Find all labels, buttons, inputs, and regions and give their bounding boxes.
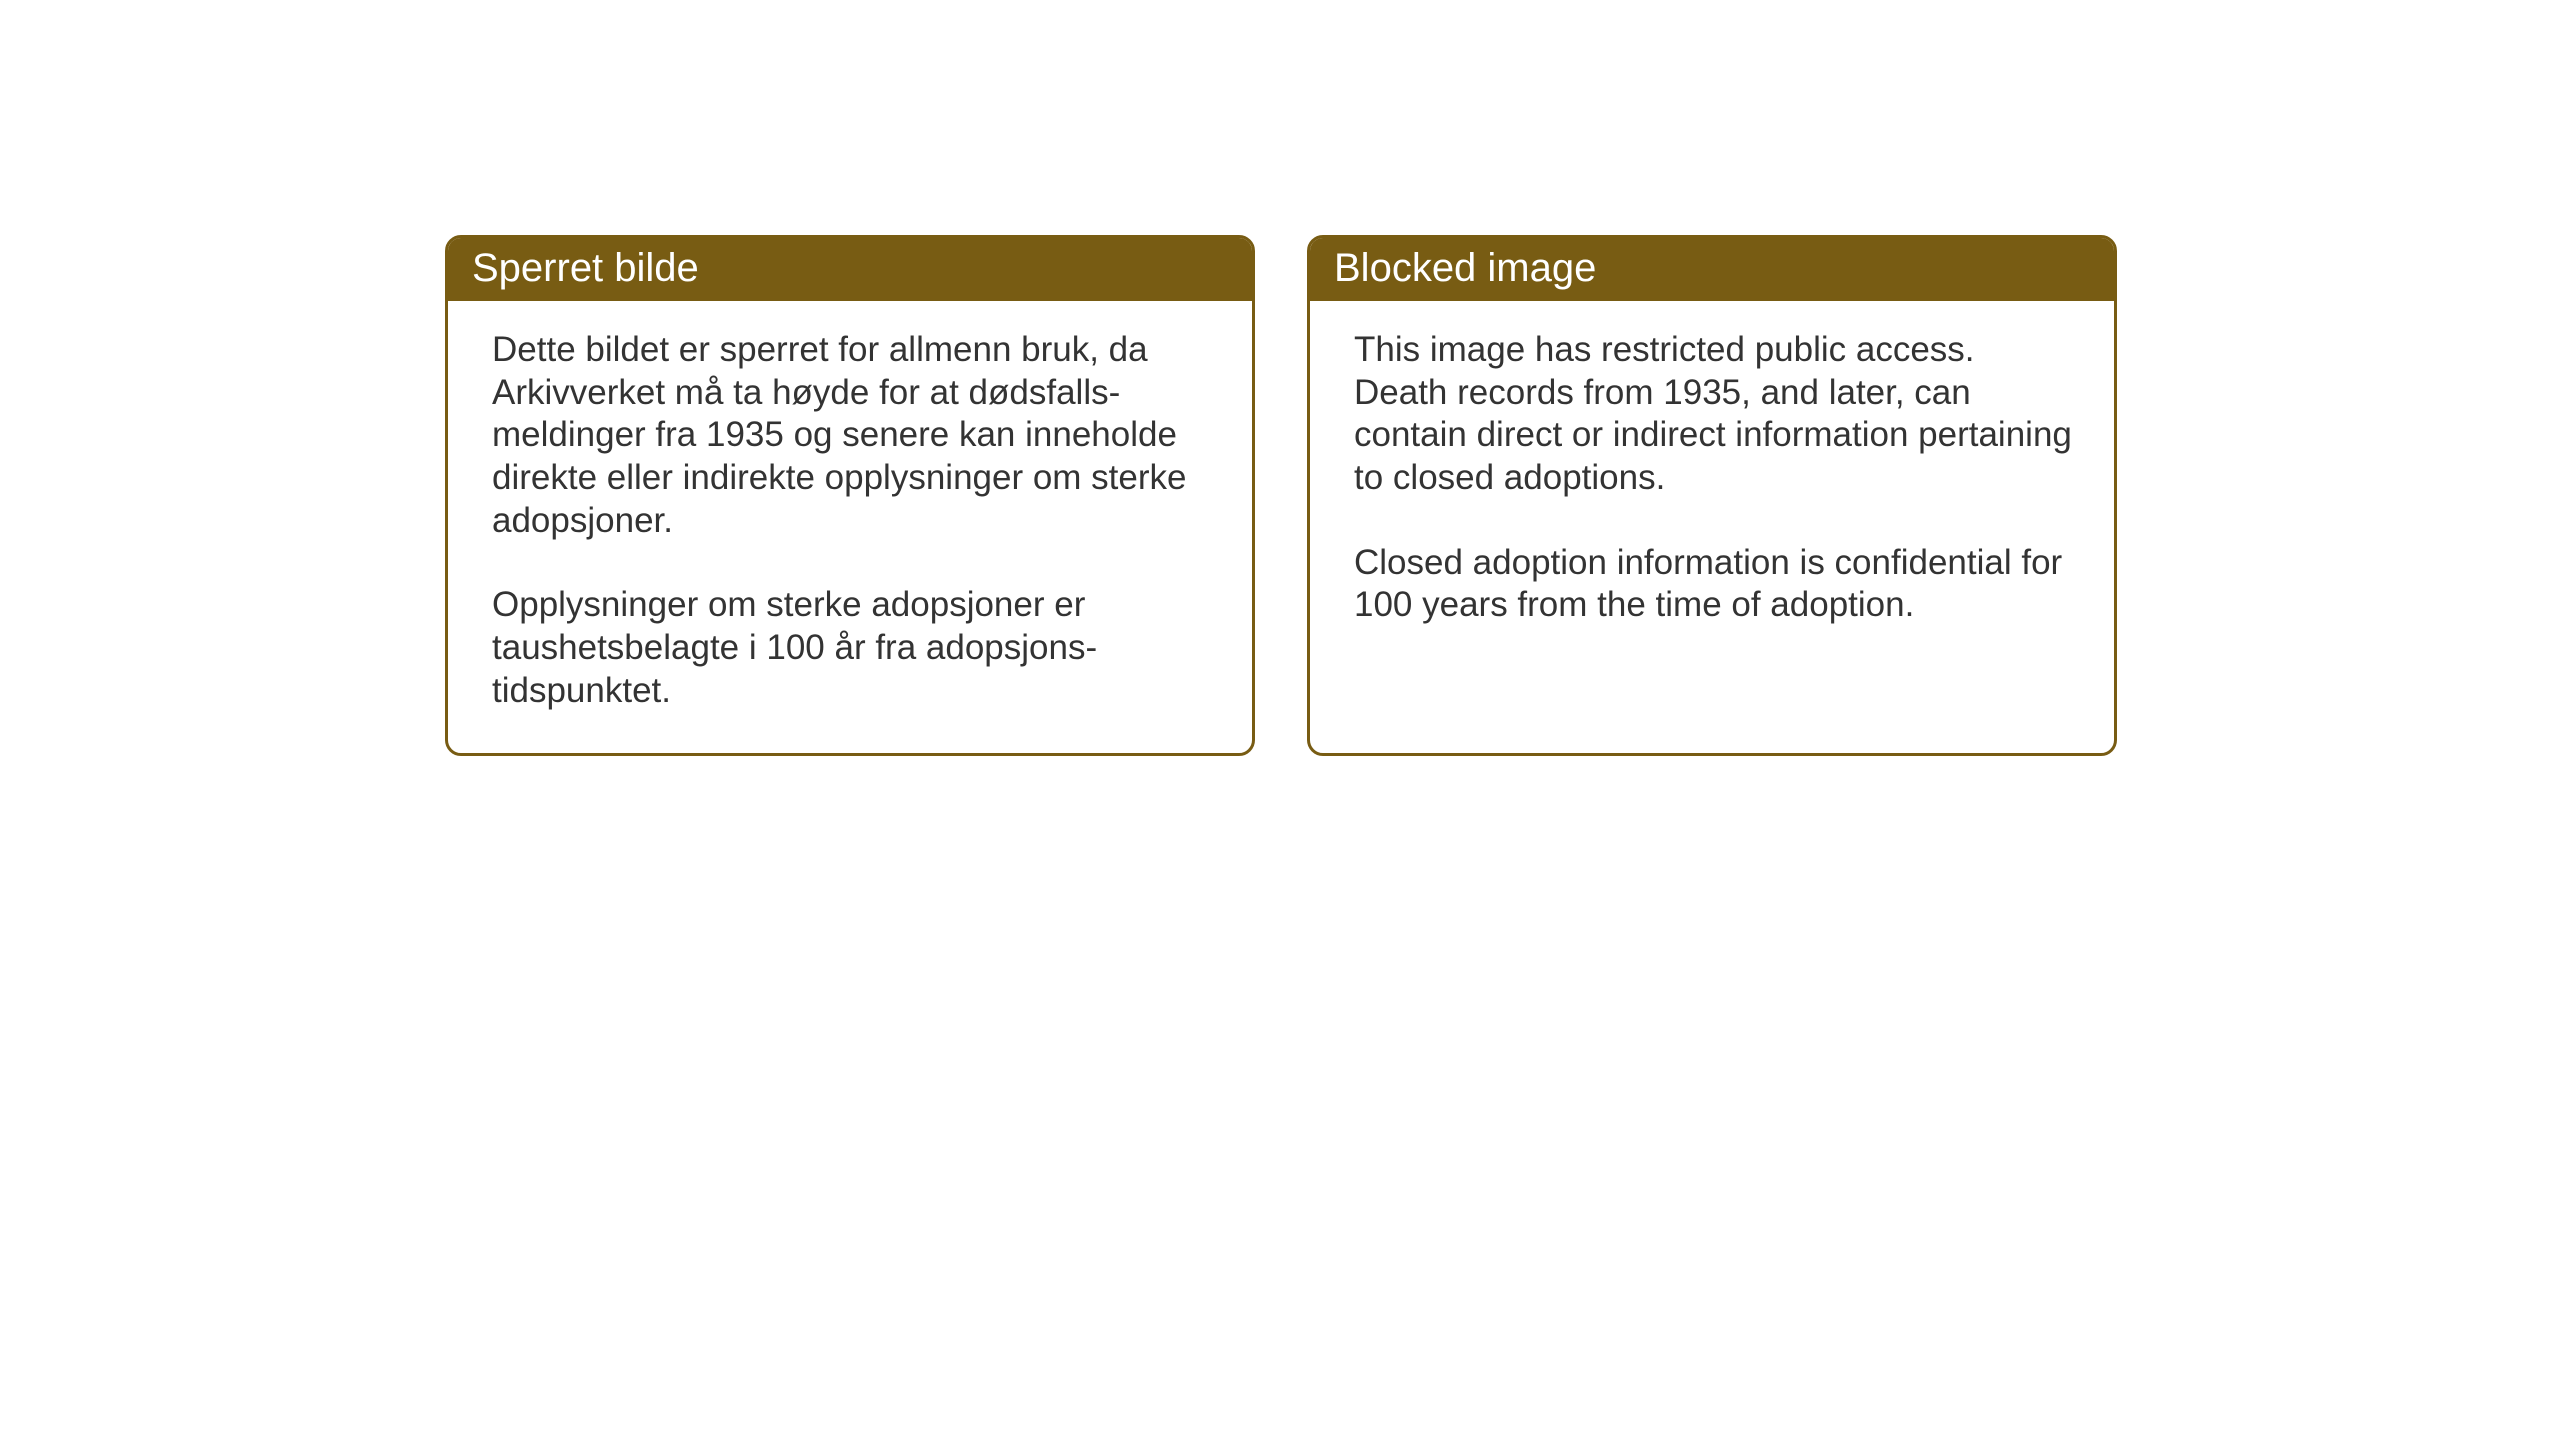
notice-box-english: Blocked image This image has restricted …: [1307, 235, 2117, 756]
notice-title-english: Blocked image: [1334, 246, 1596, 290]
notice-paragraph-2-english: Closed adoption information is confident…: [1354, 542, 2074, 627]
notice-paragraph-1-english: This image has restricted public access.…: [1354, 329, 2074, 500]
notice-header-norwegian: Sperret bilde: [448, 238, 1252, 301]
notice-title-norwegian: Sperret bilde: [472, 246, 699, 290]
notice-body-norwegian: Dette bildet er sperret for allmenn bruk…: [448, 301, 1252, 753]
notice-body-english: This image has restricted public access.…: [1310, 301, 2114, 667]
notice-paragraph-2-norwegian: Opplysninger om sterke adopsjoner er tau…: [492, 584, 1212, 712]
notice-header-english: Blocked image: [1310, 238, 2114, 301]
notice-container: Sperret bilde Dette bildet er sperret fo…: [445, 235, 2117, 756]
notice-paragraph-1-norwegian: Dette bildet er sperret for allmenn bruk…: [492, 329, 1212, 542]
notice-box-norwegian: Sperret bilde Dette bildet er sperret fo…: [445, 235, 1255, 756]
